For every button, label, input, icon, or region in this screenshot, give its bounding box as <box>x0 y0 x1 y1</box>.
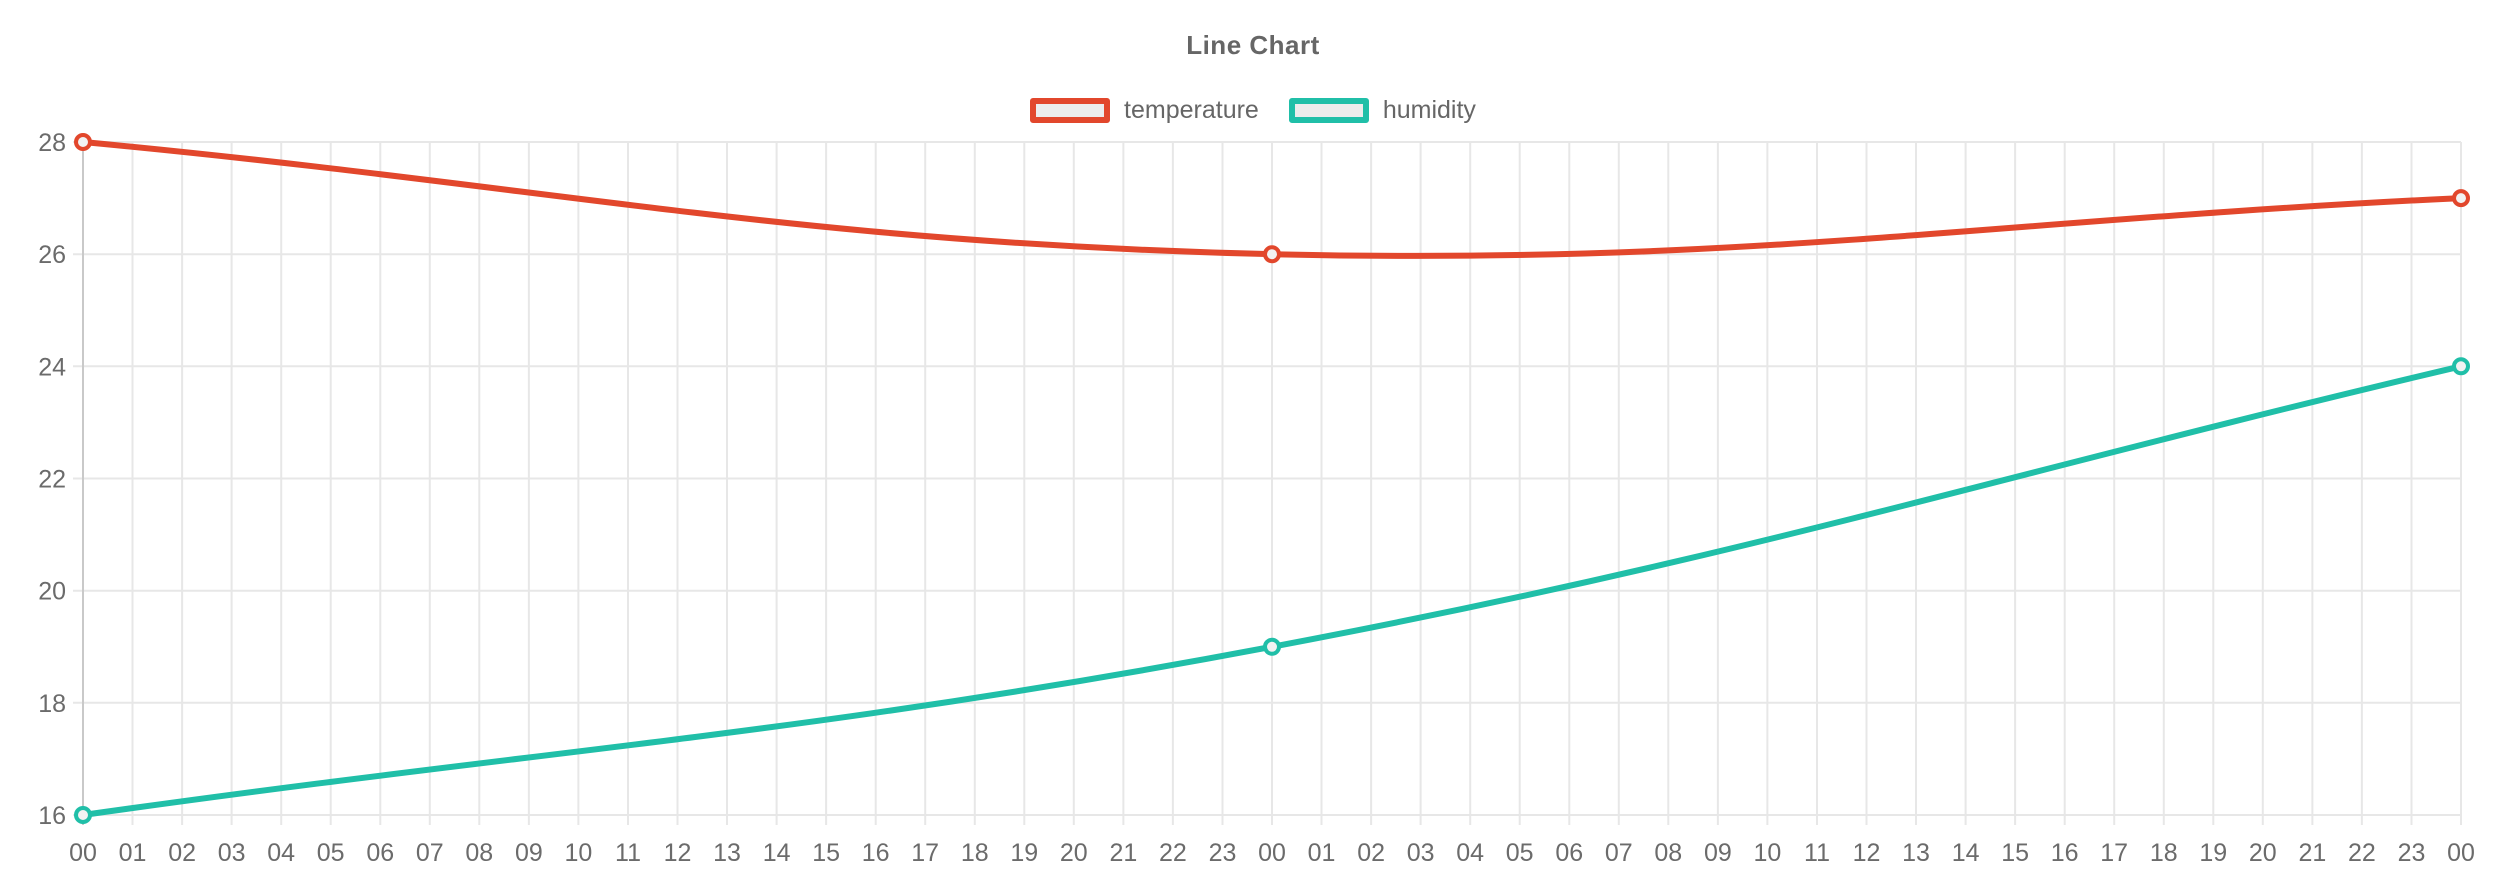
legend-swatch-humidity <box>1288 98 1369 123</box>
x-tick-label: 17 <box>2100 839 2128 867</box>
x-tick-label: 20 <box>2249 839 2277 867</box>
x-tick-label: 12 <box>1853 839 1881 867</box>
x-tick-label: 03 <box>1407 839 1435 867</box>
x-tick-label: 14 <box>1952 839 1980 867</box>
x-tick-label: 00 <box>1258 839 1286 867</box>
x-tick-label: 19 <box>2199 839 2227 867</box>
legend-item-humidity[interactable]: humidity <box>1288 96 1476 125</box>
x-tick-label: 15 <box>2001 839 2029 867</box>
x-tick-label: 08 <box>1654 839 1682 867</box>
legend-item-temperature[interactable]: temperature <box>1030 96 1259 125</box>
x-tick-label: 08 <box>465 839 493 867</box>
x-tick-label: 11 <box>1804 839 1830 867</box>
x-tick-label: 10 <box>1753 839 1781 867</box>
x-tick-label: 16 <box>862 839 890 867</box>
x-tick-label: 00 <box>2447 839 2475 867</box>
x-tick-label: 19 <box>1010 839 1038 867</box>
x-tick-label: 06 <box>1555 839 1583 867</box>
temperature-point[interactable] <box>2452 189 2470 208</box>
x-tick-label: 20 <box>1060 839 1088 867</box>
legend-label: temperature <box>1124 96 1259 124</box>
y-tick-label: 28 <box>38 129 66 157</box>
x-tick-label: 18 <box>2150 839 2178 867</box>
x-tick-label: 14 <box>763 839 791 867</box>
x-tick-label: 00 <box>69 839 97 867</box>
x-tick-label: 15 <box>812 839 840 867</box>
x-tick-label: 09 <box>1704 839 1732 867</box>
x-tick-label: 21 <box>2298 839 2326 867</box>
x-tick-label: 02 <box>1357 839 1385 867</box>
chart-legend: temperature humidity <box>0 96 2506 125</box>
x-tick-label: 22 <box>1159 839 1187 867</box>
x-tick-label: 16 <box>2051 839 2079 867</box>
y-tick-label: 18 <box>38 690 66 718</box>
x-tick-label: 12 <box>664 839 692 867</box>
x-tick-label: 04 <box>267 839 295 867</box>
x-tick-label: 10 <box>564 839 592 867</box>
x-tick-label: 22 <box>2348 839 2376 867</box>
x-tick-label: 23 <box>2398 839 2426 867</box>
x-tick-label: 07 <box>416 839 444 867</box>
x-tick-label: 05 <box>317 839 345 867</box>
x-tick-label: 01 <box>1308 839 1336 867</box>
x-tick-label: 05 <box>1506 839 1534 867</box>
temperature-point[interactable] <box>1263 245 1281 264</box>
x-tick-label: 06 <box>366 839 394 867</box>
y-tick-label: 24 <box>38 353 66 381</box>
humidity-point[interactable] <box>74 806 92 824</box>
x-tick-label: 17 <box>911 839 939 867</box>
x-tick-label: 04 <box>1456 839 1484 867</box>
x-tick-label: 23 <box>1209 839 1237 867</box>
humidity-point[interactable] <box>2452 357 2470 376</box>
temperature-point[interactable] <box>74 133 92 151</box>
y-tick-label: 22 <box>38 466 66 494</box>
x-tick-label: 07 <box>1605 839 1633 867</box>
x-tick-label: 02 <box>168 839 196 867</box>
x-tick-label: 21 <box>1109 839 1137 867</box>
x-tick-label: 01 <box>119 839 147 867</box>
y-tick-label: 16 <box>38 802 66 830</box>
legend-swatch-temperature <box>1030 98 1111 123</box>
legend-label: humidity <box>1382 96 1476 124</box>
x-tick-label: 11 <box>615 839 641 867</box>
x-tick-label: 13 <box>713 839 741 867</box>
x-tick-label: 09 <box>515 839 543 867</box>
y-tick-label: 26 <box>38 241 66 269</box>
y-tick-label: 20 <box>38 578 66 606</box>
x-tick-label: 18 <box>961 839 989 867</box>
chart-title: Line Chart <box>1186 30 1320 60</box>
humidity-point[interactable] <box>1263 637 1281 656</box>
x-tick-label: 03 <box>218 839 246 867</box>
x-tick-label: 13 <box>1902 839 1930 867</box>
